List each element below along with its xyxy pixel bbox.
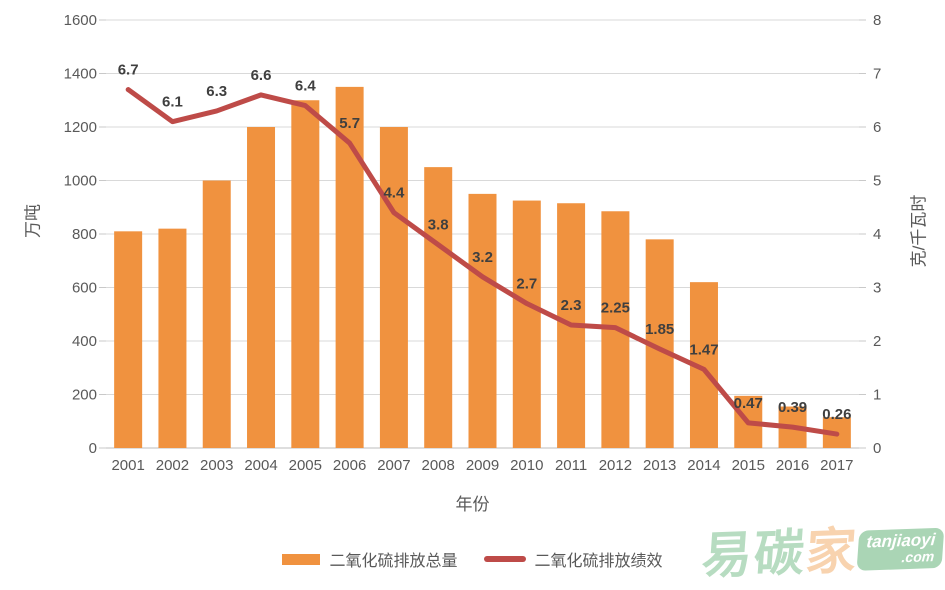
line-data-label-2014: 1.47 xyxy=(689,341,718,358)
x-tick-label: 2006 xyxy=(333,457,366,474)
right-tick-label: 1 xyxy=(873,387,881,404)
x-tick-label: 2015 xyxy=(732,457,765,474)
line-data-label-2009: 3.2 xyxy=(472,249,493,266)
line-data-label-2001: 6.7 xyxy=(118,62,139,79)
x-tick-label: 2005 xyxy=(289,457,322,474)
right-tick-label: 2 xyxy=(873,333,881,350)
x-tick-label: 2009 xyxy=(466,457,499,474)
left-tick-label: 0 xyxy=(89,440,97,457)
line-data-label-2008: 3.8 xyxy=(428,217,449,234)
legend-item-bar-series: 二氧化硫排放总量 xyxy=(282,547,458,571)
x-tick-label: 2008 xyxy=(422,457,455,474)
performance-line xyxy=(125,87,840,437)
right-tick-label: 4 xyxy=(873,226,881,243)
x-tick-label: 2016 xyxy=(776,457,809,474)
bar-2005 xyxy=(291,100,320,448)
right-tick-label: 3 xyxy=(873,280,881,297)
bar-2010 xyxy=(512,200,541,448)
legend: 二氧化硫排放总量 二氧化硫排放绩效 xyxy=(0,545,945,573)
line-data-label-2010: 2.7 xyxy=(516,276,537,293)
bar-2002 xyxy=(158,228,187,448)
line-data-label-2005: 6.4 xyxy=(295,78,317,95)
right-axis-title: 克/千瓦时 xyxy=(909,194,929,268)
bar-2003 xyxy=(202,180,231,448)
left-tick-label: 1600 xyxy=(64,12,97,29)
x-tick-label: 2010 xyxy=(510,457,543,474)
line-data-label-2013: 1.85 xyxy=(645,321,674,338)
bar-2001 xyxy=(114,231,143,448)
x-tick-label: 2004 xyxy=(244,457,277,474)
left-tick-label: 200 xyxy=(72,387,97,404)
left-tick-label: 1000 xyxy=(64,173,97,190)
right-tick-label: 5 xyxy=(873,173,881,190)
left-tick-label: 1400 xyxy=(64,66,97,83)
line-data-label-2017: 0.26 xyxy=(822,406,851,423)
bar-2009 xyxy=(468,193,497,448)
line-data-label-2006: 5.7 xyxy=(339,115,360,132)
right-tick-label: 6 xyxy=(873,119,881,136)
line-data-label-2002: 6.1 xyxy=(162,94,183,111)
x-tick-label: 2012 xyxy=(599,457,632,474)
legend-bar-swatch-icon xyxy=(282,553,321,565)
legend-line-label: 二氧化硫排放绩效 xyxy=(534,553,663,570)
line-data-label-2007: 4.4 xyxy=(383,185,405,202)
line-data-label-2003: 6.3 xyxy=(206,83,227,100)
legend-item-line-series: 二氧化硫排放绩效 xyxy=(483,547,663,571)
x-tick-label: 2001 xyxy=(111,457,144,474)
right-tick-label: 8 xyxy=(873,12,881,29)
left-tick-label: 400 xyxy=(72,333,97,350)
line-data-label-2015: 0.47 xyxy=(734,395,763,412)
x-tick-label: 2007 xyxy=(377,457,410,474)
bar-2007 xyxy=(379,127,408,448)
line-data-label-2016: 0.39 xyxy=(778,399,807,416)
x-tick-label: 2011 xyxy=(555,457,587,474)
left-tick-label: 1200 xyxy=(64,119,97,136)
x-axis-title: 年份 xyxy=(455,495,490,514)
x-tick-label: 2002 xyxy=(156,457,189,474)
right-tick-label: 0 xyxy=(873,440,881,457)
legend-line-swatch-icon xyxy=(483,556,526,562)
left-axis-title: 万吨 xyxy=(23,204,43,238)
bar-2004 xyxy=(247,127,276,448)
x-tick-label: 2013 xyxy=(643,457,676,474)
bar-2008 xyxy=(424,167,453,448)
x-tick-label: 2017 xyxy=(820,457,853,474)
right-tick-label: 7 xyxy=(873,66,881,83)
left-tick-label: 800 xyxy=(72,226,97,243)
legend-bar-label: 二氧化硫排放总量 xyxy=(329,553,458,570)
line-data-label-2011: 2.3 xyxy=(561,297,582,314)
x-tick-label: 2003 xyxy=(200,457,233,474)
left-tick-label: 600 xyxy=(72,280,97,297)
line-data-label-2012: 2.25 xyxy=(601,300,630,317)
line-data-label-2004: 6.6 xyxy=(251,67,272,84)
x-tick-label: 2014 xyxy=(687,457,720,474)
